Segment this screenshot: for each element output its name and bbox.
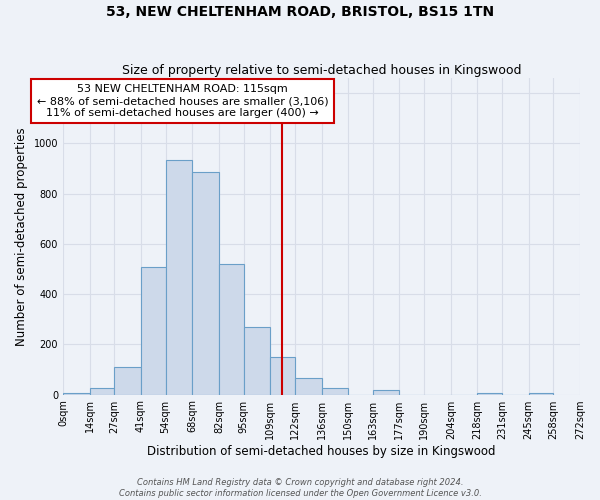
Bar: [270, 357, 295, 395]
Bar: [244, 327, 270, 394]
Bar: [115, 367, 141, 394]
Bar: [322, 388, 348, 394]
Bar: [166, 160, 192, 394]
Text: 53 NEW CHELTENHAM ROAD: 115sqm
← 88% of semi-detached houses are smaller (3,106): 53 NEW CHELTENHAM ROAD: 115sqm ← 88% of …: [37, 84, 329, 117]
Y-axis label: Number of semi-detached properties: Number of semi-detached properties: [15, 127, 28, 346]
Bar: [373, 390, 400, 394]
Bar: [141, 266, 166, 394]
Text: 53, NEW CHELTENHAM ROAD, BRISTOL, BS15 1TN: 53, NEW CHELTENHAM ROAD, BRISTOL, BS15 1…: [106, 5, 494, 19]
Bar: [89, 388, 115, 394]
Title: Size of property relative to semi-detached houses in Kingswood: Size of property relative to semi-detach…: [122, 64, 521, 77]
Bar: [219, 264, 244, 394]
X-axis label: Distribution of semi-detached houses by size in Kingswood: Distribution of semi-detached houses by …: [147, 444, 496, 458]
Text: Contains HM Land Registry data © Crown copyright and database right 2024.
Contai: Contains HM Land Registry data © Crown c…: [119, 478, 481, 498]
Bar: [192, 172, 219, 394]
Bar: [295, 378, 322, 394]
